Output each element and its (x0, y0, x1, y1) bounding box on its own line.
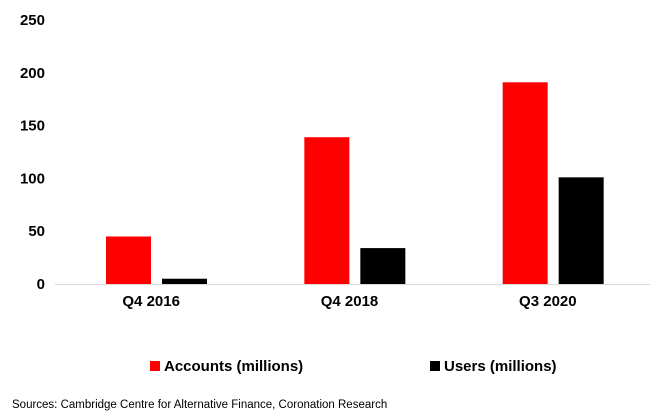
bar-accounts-1 (106, 236, 151, 284)
bar-users-2 (360, 248, 406, 284)
legend-label: Accounts (millions) (164, 358, 303, 375)
y-tick-label: 0 (37, 276, 45, 293)
legend: Accounts (millions) Users (millions) (150, 358, 557, 375)
bar-users-3 (558, 177, 604, 284)
bar-accounts-2 (304, 137, 350, 284)
x-tick-label: Q4 2018 (321, 293, 379, 310)
y-tick-label: 250 (20, 12, 45, 29)
legend-swatch (150, 361, 160, 371)
x-tick-label: Q3 2020 (519, 293, 577, 310)
y-axis-ticks: 0 50 100 150 200 250 (20, 12, 45, 293)
x-axis-ticks: Q4 2016 Q4 2018 Q3 2020 (122, 293, 576, 310)
source-note: Sources: Cambridge Centre for Alternativ… (12, 399, 387, 411)
y-tick-label: 100 (20, 170, 45, 187)
y-tick-label: 50 (28, 223, 45, 240)
legend-swatch (430, 361, 440, 371)
bar-users-1 (162, 278, 207, 284)
bar-accounts-3 (502, 82, 548, 284)
legend-label: Users (millions) (444, 358, 557, 375)
y-tick-label: 200 (20, 65, 45, 82)
y-tick-label: 150 (20, 118, 45, 135)
bars (106, 82, 604, 284)
x-tick-label: Q4 2016 (122, 293, 180, 310)
